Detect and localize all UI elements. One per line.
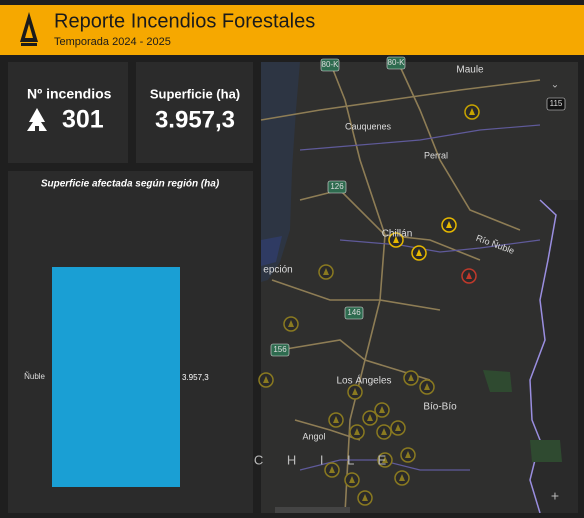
header-subtitle: Temporada 2024 - 2025	[54, 36, 171, 48]
fire-icon	[27, 108, 47, 131]
card-label: Nº incendios	[27, 86, 112, 102]
map-label: Maule	[456, 65, 484, 76]
fire-icon	[379, 406, 385, 413]
map-label: 115	[550, 99, 563, 108]
fire-icon	[367, 414, 373, 421]
fire-icon	[416, 249, 422, 256]
fire-icon	[446, 221, 452, 228]
fire-icon	[466, 272, 472, 279]
svg-text:⌄: ⌄	[551, 80, 559, 91]
map-label: C H I L E	[254, 452, 396, 467]
route-shield	[546, 97, 566, 111]
fire-icon	[424, 383, 430, 390]
route-shield	[320, 58, 340, 72]
fire-icon	[381, 428, 387, 435]
fire-icon	[469, 108, 475, 115]
bar	[52, 267, 180, 487]
category-label: Ñuble	[24, 372, 45, 381]
card	[136, 62, 253, 163]
map-label: 146	[347, 308, 361, 317]
fire-icon	[288, 320, 294, 327]
fire-icon	[354, 428, 360, 435]
fire-icon	[393, 236, 399, 243]
fire-icon	[349, 476, 355, 483]
map-label: Bío-Bío	[423, 402, 457, 413]
card-value: 301	[62, 106, 104, 134]
fire-icon	[329, 466, 335, 473]
map-label: Perral	[424, 150, 448, 160]
fire-icon	[408, 374, 414, 381]
fire-icon	[405, 451, 411, 458]
map-label: Chillán	[382, 229, 413, 240]
card	[8, 62, 128, 163]
fire-icon	[395, 424, 401, 431]
logo	[20, 12, 38, 46]
header-title: Reporte Incendios Forestales	[54, 10, 315, 32]
fire-icon	[382, 456, 388, 463]
map-label: 80-K	[322, 60, 340, 69]
svg-text:+: +	[551, 488, 559, 504]
fire-icon	[323, 268, 329, 275]
map-label: 126	[330, 182, 344, 191]
value-label: 3.957,3	[182, 373, 209, 382]
fire-icon	[362, 494, 368, 501]
card-label: Superficie (ha)	[150, 86, 240, 101]
map-label: 80-K	[388, 58, 406, 67]
map-label: Cauquenes	[345, 121, 392, 131]
fire-icon	[263, 376, 269, 383]
map-label: Angol	[302, 431, 325, 441]
map-label: Los Ángeles	[336, 374, 391, 387]
route-shield	[327, 180, 347, 194]
chart-title: Superficie afectada según región (ha)	[41, 179, 220, 190]
map: 80-K 80-K Maule 115 Cauquenes Perral 126 Chillá…	[254, 56, 578, 514]
fire-icon	[352, 388, 358, 395]
map-label: 156	[273, 345, 287, 354]
card-value: 3.957,3	[155, 106, 235, 133]
fire-icon	[399, 474, 405, 481]
fire-icon	[333, 416, 339, 423]
route-shield	[270, 343, 290, 357]
chart: Ñuble 3.957,3	[24, 267, 209, 487]
route-shield	[344, 306, 364, 320]
header-bar	[0, 5, 584, 55]
route-shield	[386, 56, 406, 70]
map-label: epción	[263, 265, 292, 276]
